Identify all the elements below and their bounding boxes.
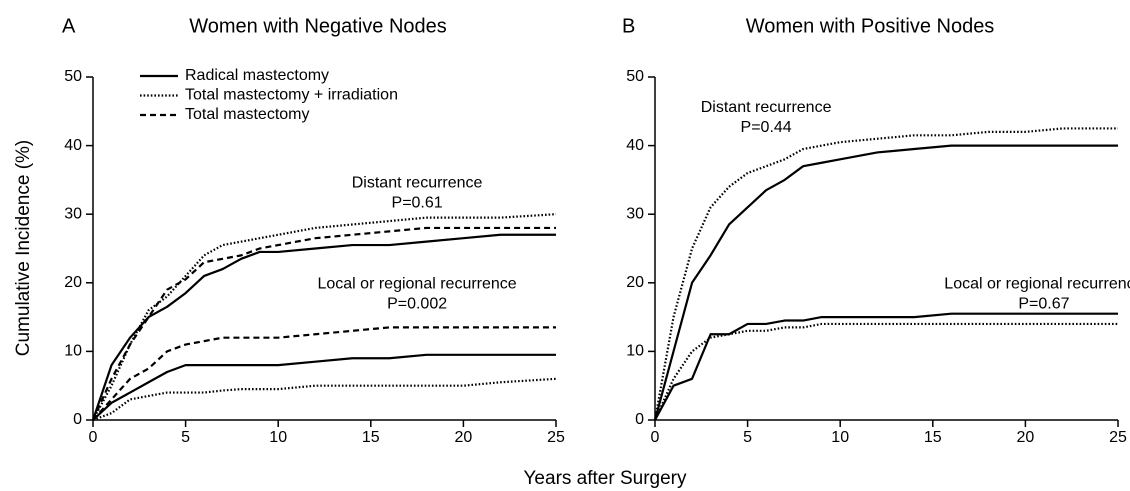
y-tick-label: 50 (64, 68, 82, 85)
panel-label: A (62, 15, 76, 37)
series-line (653, 322, 1118, 421)
y-tick-label: 40 (626, 137, 644, 154)
y-tick-label: 20 (64, 274, 82, 291)
x-tick-label: 20 (1017, 429, 1035, 446)
legend-label: Radical mastectomy (185, 67, 329, 84)
y-tick-label: 50 (626, 68, 644, 85)
y-tick-label: 30 (626, 205, 644, 222)
p-value: P=0.44 (741, 119, 792, 136)
legend-label: Total mastectomy + irradiation (185, 87, 398, 104)
x-tick-label: 0 (89, 429, 98, 446)
x-tick-label: 15 (924, 429, 942, 446)
series-line (92, 326, 556, 421)
x-tick-label: 25 (1109, 429, 1127, 446)
y-tick-label: 40 (64, 137, 82, 154)
x-tick-label: 0 (651, 429, 660, 446)
series-line (92, 213, 557, 421)
series-line (653, 144, 1118, 421)
series-line (91, 226, 556, 421)
series-line (654, 312, 1118, 421)
p-value: P=0.67 (1018, 295, 1069, 312)
x-tick-label: 10 (831, 429, 849, 446)
annotation: Local or regional recurrence (317, 275, 516, 292)
chart-title: Women with Positive Nodes (746, 15, 995, 37)
y-tick-label: 10 (626, 343, 644, 360)
x-tick-label: 20 (455, 429, 473, 446)
p-value: P=0.002 (387, 295, 447, 312)
y-axis-label: Cumulative Incidence (%) (13, 140, 34, 356)
y-tick-label: 0 (73, 411, 82, 428)
x-axis-label: Years after Surgery (524, 468, 687, 489)
annotation: Distant recurrence (352, 175, 483, 192)
panel-label: B (622, 15, 635, 37)
annotation: Distant recurrence (701, 99, 832, 116)
y-tick-label: 30 (64, 205, 82, 222)
x-tick-label: 5 (181, 429, 190, 446)
y-tick-label: 0 (635, 411, 644, 428)
series-line (653, 127, 1118, 421)
legend-label: Total mastectomy (185, 106, 309, 123)
x-tick-label: 5 (743, 429, 752, 446)
series-line (92, 377, 557, 422)
y-tick-label: 10 (64, 343, 82, 360)
x-tick-label: 15 (362, 429, 380, 446)
y-tick-label: 20 (626, 274, 644, 291)
x-tick-label: 10 (269, 429, 287, 446)
series-line (92, 353, 556, 421)
annotation: Local or regional recurrence (944, 275, 1130, 292)
chart-title: Women with Negative Nodes (189, 15, 447, 37)
x-tick-label: 25 (547, 429, 565, 446)
p-value: P=0.61 (392, 195, 443, 212)
